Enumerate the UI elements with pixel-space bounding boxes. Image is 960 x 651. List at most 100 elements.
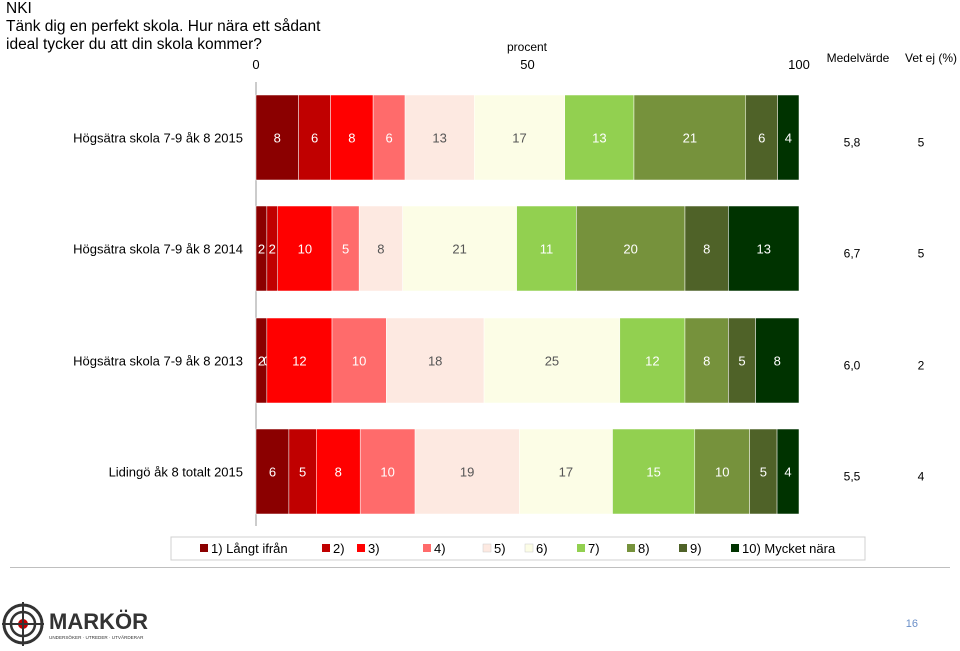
data-label: 5	[299, 465, 306, 480]
data-label: 2	[269, 242, 276, 257]
data-label: 13	[592, 131, 606, 146]
data-label: 6	[758, 131, 765, 146]
bar-segment	[359, 428, 416, 515]
vet-ej-value: 2	[918, 359, 925, 373]
data-label: 8	[703, 242, 710, 257]
bar-segment	[404, 94, 475, 181]
data-label: 6	[269, 465, 276, 480]
data-label: 11	[540, 242, 554, 257]
data-label: 8	[703, 354, 710, 369]
legend-label: 4)	[434, 541, 446, 556]
legend-swatch	[627, 544, 635, 552]
legend-swatch	[577, 544, 585, 552]
data-label: 2	[258, 354, 265, 369]
bar-segment	[277, 205, 333, 292]
legend-label: 10) Mycket nära	[742, 541, 836, 556]
legend-swatch	[357, 544, 365, 552]
medelvarde-value: 6,7	[844, 247, 861, 261]
bar-segment	[483, 317, 621, 404]
target-icon	[2, 602, 44, 646]
medelvarde-value: 6,0	[844, 359, 861, 373]
data-label: 8	[335, 465, 342, 480]
data-label: 13	[756, 242, 770, 257]
bar-segment	[331, 205, 360, 292]
bar-segment	[576, 205, 686, 292]
data-label: 6	[385, 131, 392, 146]
bar-segment	[684, 317, 729, 404]
legend-box	[170, 536, 866, 561]
bar-segment	[288, 428, 317, 515]
legend-label: 6)	[536, 541, 548, 556]
stacked-bar-chart: procent 0 50 100 Medelvärde Vet ej (%) 8 6 8 6 13 1…	[73, 40, 957, 561]
bar-segment	[684, 205, 729, 292]
footer-divider	[10, 567, 950, 568]
bar-segment	[519, 428, 613, 515]
category-label: Högsätra skola 7-9 åk 8 2015	[73, 131, 243, 146]
legend-label: 7)	[588, 541, 600, 556]
data-label: 10	[352, 354, 366, 369]
header-question-line-1: Tänk dig en perfekt skola. Hur nära ett …	[6, 18, 321, 35]
data-label: 17	[512, 131, 526, 146]
legend-label: 2)	[333, 541, 345, 556]
data-label: 5	[342, 242, 349, 257]
data-label: 2	[258, 242, 265, 257]
medelvarde-value: 5,5	[844, 470, 861, 484]
category-label: Högsätra skola 7-9 åk 8 2013	[73, 354, 243, 369]
data-label: 8	[774, 354, 781, 369]
logo-wordmark: MARKÖR	[49, 609, 148, 634]
medelvarde-value: 5,8	[844, 136, 861, 150]
legend-swatch	[731, 544, 739, 552]
header-survey-name: NKI	[6, 0, 32, 17]
legend-swatch	[322, 544, 330, 552]
col-header-medelvarde: Medelvärde	[827, 51, 890, 65]
data-label: 10	[715, 465, 729, 480]
data-label: 10	[380, 465, 394, 480]
bar-segment	[728, 205, 800, 292]
bar-segment	[316, 428, 361, 515]
bar-segment	[255, 428, 290, 515]
vet-ej-value: 4	[918, 470, 925, 484]
bar-segment	[266, 317, 333, 404]
category-label: Högsätra skola 7-9 åk 8 2014	[73, 242, 243, 257]
bar-segment	[633, 94, 747, 181]
data-label: 5	[760, 465, 767, 480]
legend-swatch	[200, 544, 208, 552]
legend-label: 3)	[368, 541, 380, 556]
bar-segment	[564, 94, 635, 181]
legend-label: 5)	[494, 541, 506, 556]
legend-label: 9)	[690, 541, 702, 556]
data-label: 17	[559, 465, 573, 480]
legend-label: 1) Långt ifrån	[211, 541, 288, 556]
data-label: 18	[428, 354, 442, 369]
data-label: 12	[292, 354, 306, 369]
data-label: 15	[646, 465, 660, 480]
data-label: 13	[432, 131, 446, 146]
bar-segment	[619, 317, 686, 404]
vet-ej-value: 5	[918, 247, 925, 261]
data-label: 8	[274, 131, 281, 146]
markor-logo: MARKÖR UNDERSÖKER · UTREDER · UTVÄRDERAR	[2, 602, 148, 646]
header-question-line-2: ideal tycker du att din skola kommer?	[6, 36, 262, 53]
data-label: 21	[683, 131, 697, 146]
bar-segment	[755, 317, 800, 404]
data-label: 10	[298, 242, 312, 257]
x-tick-label: 100	[788, 57, 810, 72]
data-label: 4	[784, 465, 791, 480]
bar-segment	[414, 428, 520, 515]
bar-segment	[255, 94, 299, 181]
bar-segment	[749, 428, 778, 515]
legend-swatch	[423, 544, 431, 552]
bar-segment	[516, 205, 577, 292]
legend-swatch	[679, 544, 687, 552]
axis-title: procent	[507, 40, 548, 54]
bar-segment	[331, 317, 387, 404]
vet-ej-value: 5	[918, 136, 925, 150]
data-label: 19	[460, 465, 474, 480]
chart-header: NKI Tänk dig en perfekt skola. Hur nära …	[6, 0, 320, 54]
page-number: 16	[905, 618, 918, 630]
bar-segment	[777, 94, 800, 181]
data-label: 8	[348, 131, 355, 146]
col-header-vet-ej: Vet ej (%)	[905, 51, 957, 65]
logo-tagline: UNDERSÖKER · UTREDER · UTVÄRDERAR	[49, 634, 144, 640]
bar-segment	[745, 94, 778, 181]
